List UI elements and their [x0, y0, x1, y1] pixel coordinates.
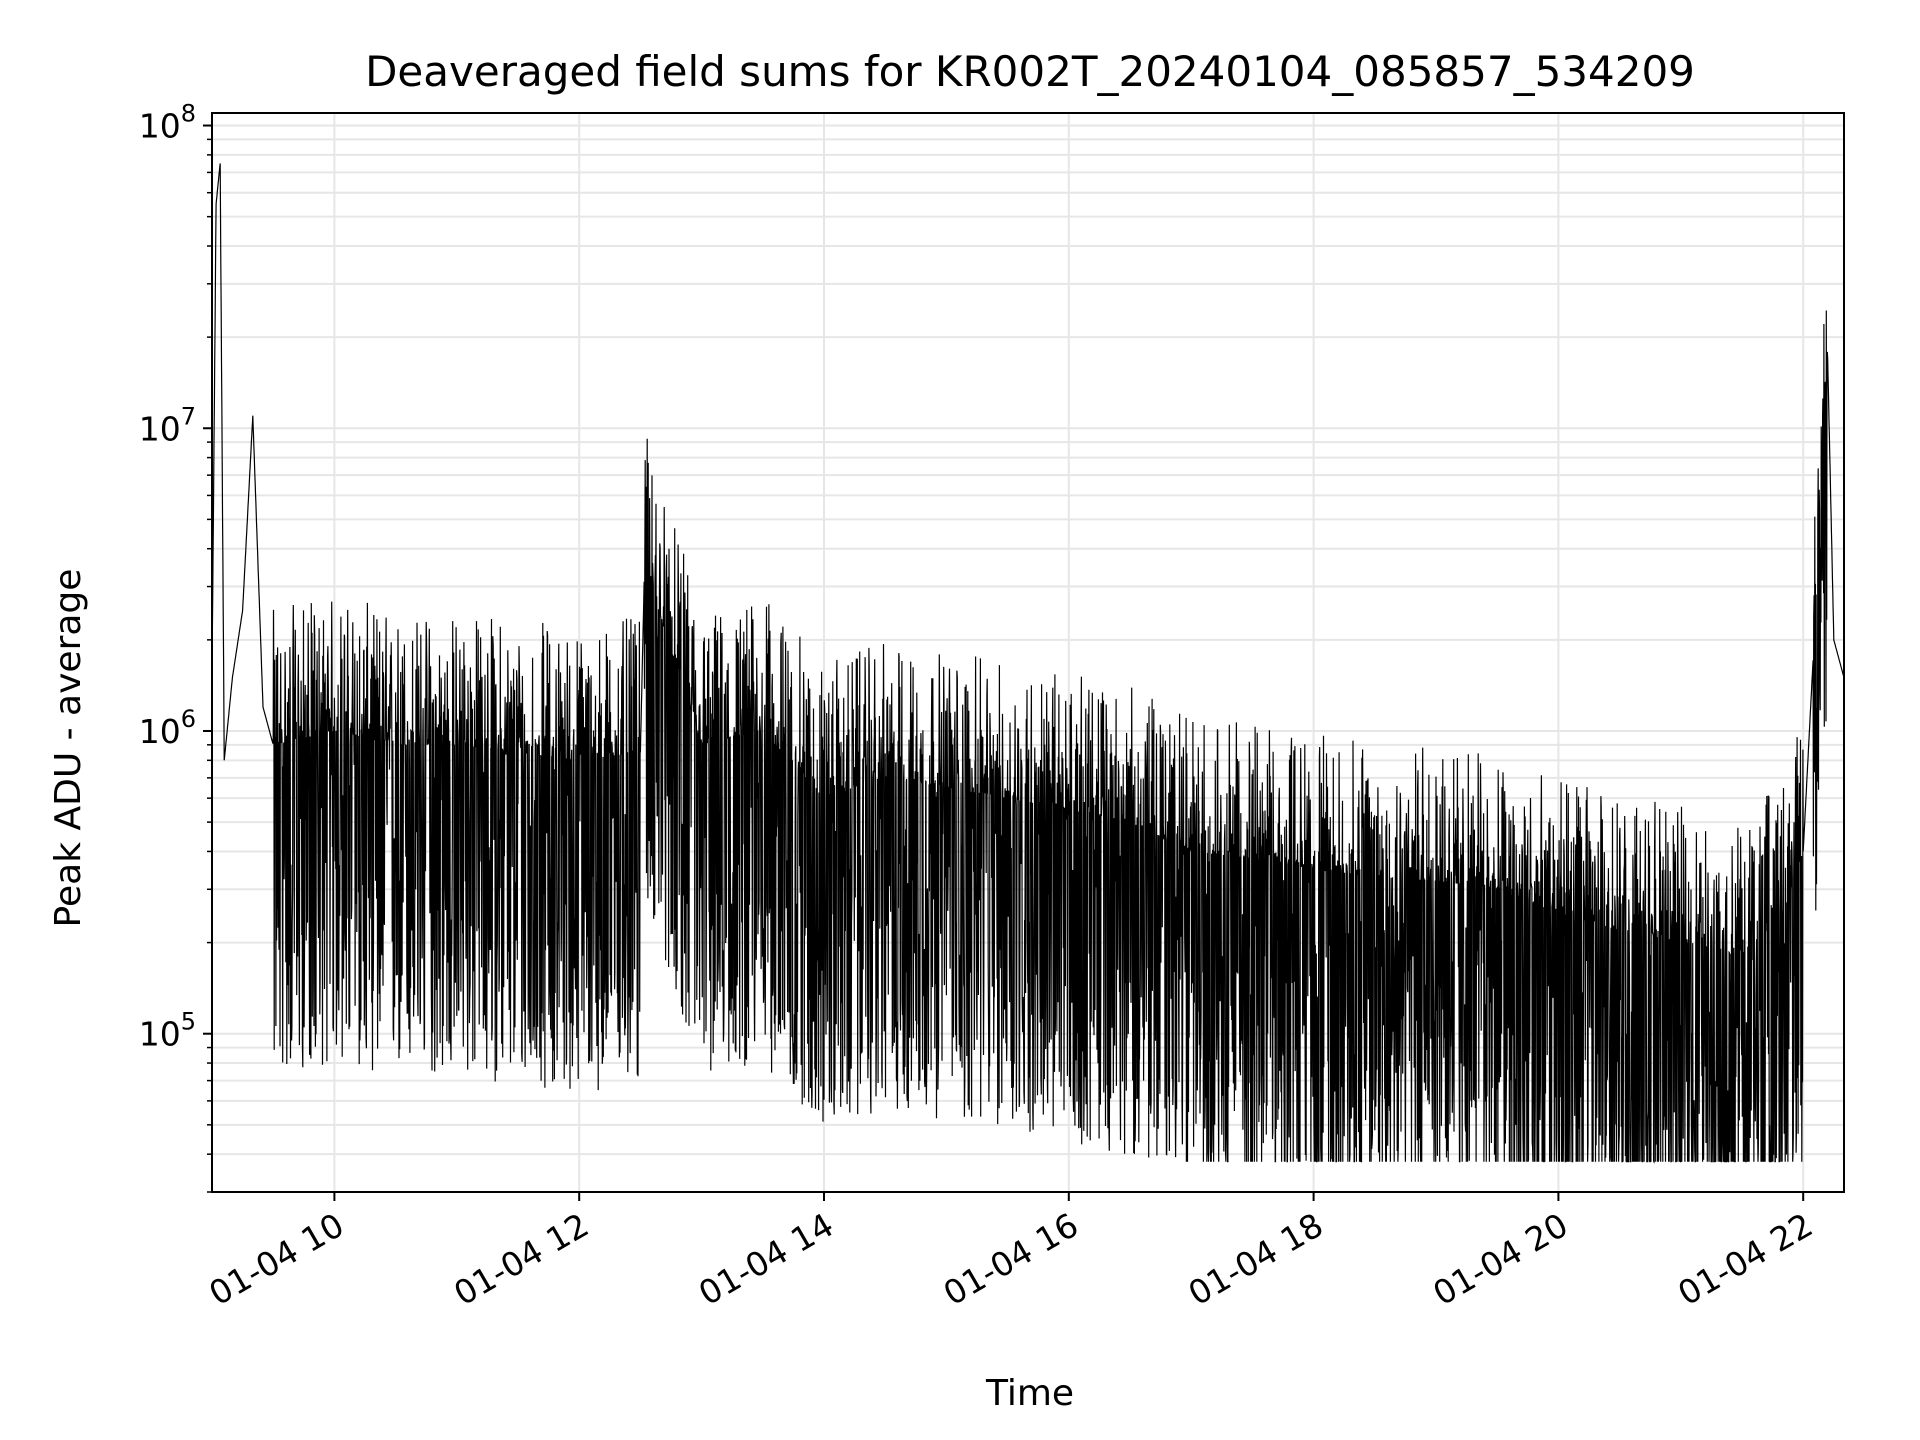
y-tick-label: 106 — [139, 705, 196, 751]
x-axis-label: Time — [985, 1373, 1074, 1414]
series-line — [211, 163, 1845, 1164]
y-axis-label: Peak ADU - average — [48, 569, 89, 928]
y-tick-label: 107 — [139, 402, 196, 448]
y-tick-label: 105 — [139, 1008, 196, 1054]
data-series — [211, 163, 1845, 1164]
plot-frame — [211, 112, 1845, 1193]
y-tick-label: 108 — [139, 100, 196, 146]
chart-title: Deaveraged field sums for KR002T_2024010… — [365, 47, 1695, 96]
